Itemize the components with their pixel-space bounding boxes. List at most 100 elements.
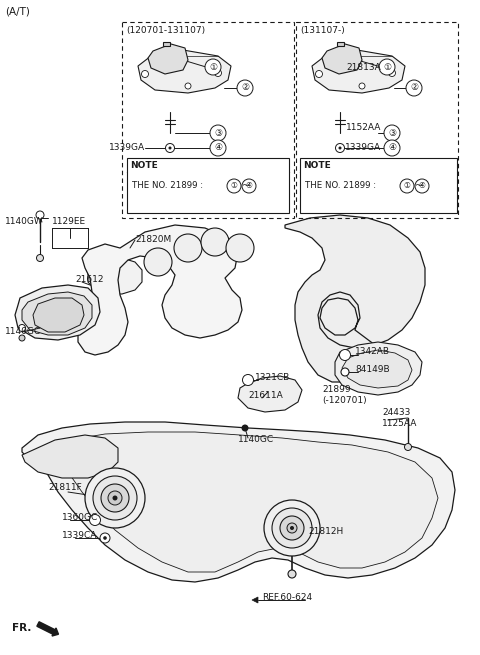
Text: 1152AA: 1152AA <box>346 124 382 132</box>
Text: 1339GA: 1339GA <box>345 143 381 153</box>
Circle shape <box>359 83 365 89</box>
Circle shape <box>339 350 350 360</box>
Circle shape <box>388 69 396 77</box>
Polygon shape <box>163 42 170 46</box>
Circle shape <box>242 179 256 193</box>
Text: ①: ① <box>209 62 217 71</box>
Circle shape <box>205 59 221 75</box>
Bar <box>296 22 458 218</box>
Text: 1140GC: 1140GC <box>5 328 41 337</box>
Text: NOTE: NOTE <box>130 160 158 170</box>
Text: 1360GC: 1360GC <box>62 514 98 523</box>
Text: ④: ④ <box>419 181 425 191</box>
Text: 84149B: 84149B <box>355 365 390 375</box>
Text: 21820M: 21820M <box>135 236 171 244</box>
Circle shape <box>315 71 323 77</box>
Circle shape <box>100 533 110 543</box>
Polygon shape <box>337 42 344 46</box>
Text: 1339CA: 1339CA <box>62 531 97 540</box>
Bar <box>300 158 457 213</box>
Text: 24433
1125AA: 24433 1125AA <box>382 408 418 428</box>
Circle shape <box>185 83 191 89</box>
Text: ④: ④ <box>388 143 396 153</box>
Circle shape <box>19 335 25 341</box>
Polygon shape <box>78 225 242 355</box>
Polygon shape <box>312 50 405 93</box>
Text: THE NO. 21899 :: THE NO. 21899 : <box>305 181 376 191</box>
Circle shape <box>142 71 148 77</box>
Text: 1140GC: 1140GC <box>238 436 274 445</box>
Polygon shape <box>22 422 455 582</box>
Circle shape <box>92 517 98 523</box>
Polygon shape <box>138 50 231 93</box>
Circle shape <box>19 324 25 331</box>
Text: ④: ④ <box>214 143 222 153</box>
Text: ①: ① <box>230 181 238 191</box>
Circle shape <box>166 143 175 153</box>
Polygon shape <box>22 435 118 478</box>
Polygon shape <box>148 44 188 74</box>
Circle shape <box>288 570 296 578</box>
Text: 1129EE: 1129EE <box>52 217 86 227</box>
Polygon shape <box>252 597 258 603</box>
Circle shape <box>341 368 349 376</box>
FancyArrow shape <box>37 622 59 636</box>
Text: ③: ③ <box>214 128 222 138</box>
Circle shape <box>384 125 400 141</box>
Polygon shape <box>285 215 425 382</box>
Polygon shape <box>40 432 438 572</box>
Text: (131107-): (131107-) <box>300 26 345 35</box>
Circle shape <box>108 491 122 505</box>
Text: 1321CB: 1321CB <box>255 373 290 383</box>
Circle shape <box>174 234 202 262</box>
Circle shape <box>101 484 129 512</box>
Circle shape <box>242 375 253 386</box>
Text: NOTE: NOTE <box>303 160 331 170</box>
Text: ~: ~ <box>241 181 249 191</box>
Circle shape <box>226 234 254 262</box>
Text: 21899
(-120701): 21899 (-120701) <box>322 385 367 405</box>
Circle shape <box>36 255 44 261</box>
Polygon shape <box>238 376 302 412</box>
Circle shape <box>168 147 171 149</box>
Circle shape <box>379 59 395 75</box>
Text: 1339GA: 1339GA <box>109 143 145 153</box>
Circle shape <box>36 211 44 219</box>
Circle shape <box>406 80 422 96</box>
Circle shape <box>341 352 348 358</box>
Circle shape <box>227 179 241 193</box>
Circle shape <box>144 248 172 276</box>
Circle shape <box>201 228 229 256</box>
Circle shape <box>93 476 137 520</box>
Circle shape <box>237 80 253 96</box>
Text: 21812H: 21812H <box>308 527 343 536</box>
Circle shape <box>287 523 297 533</box>
Text: ④: ④ <box>246 181 252 191</box>
Text: ②: ② <box>241 83 249 92</box>
Polygon shape <box>335 342 422 395</box>
Circle shape <box>264 500 320 556</box>
Bar <box>127 158 289 213</box>
Circle shape <box>89 514 100 525</box>
Text: 21811F: 21811F <box>48 483 82 493</box>
Circle shape <box>405 443 411 451</box>
Circle shape <box>244 377 252 383</box>
Circle shape <box>210 140 226 156</box>
Circle shape <box>280 516 304 540</box>
Circle shape <box>290 526 294 530</box>
Circle shape <box>210 125 226 141</box>
Polygon shape <box>88 258 142 294</box>
Circle shape <box>400 179 414 193</box>
Text: (120701-131107): (120701-131107) <box>126 26 205 35</box>
Circle shape <box>336 143 345 153</box>
Polygon shape <box>15 285 100 340</box>
Bar <box>122 22 294 218</box>
Text: ③: ③ <box>388 128 396 138</box>
Polygon shape <box>22 292 92 335</box>
Circle shape <box>215 69 221 77</box>
Text: ①: ① <box>404 181 410 191</box>
Text: REF.60-624: REF.60-624 <box>262 593 312 603</box>
Polygon shape <box>322 44 362 74</box>
Polygon shape <box>342 350 412 388</box>
Circle shape <box>112 495 118 500</box>
